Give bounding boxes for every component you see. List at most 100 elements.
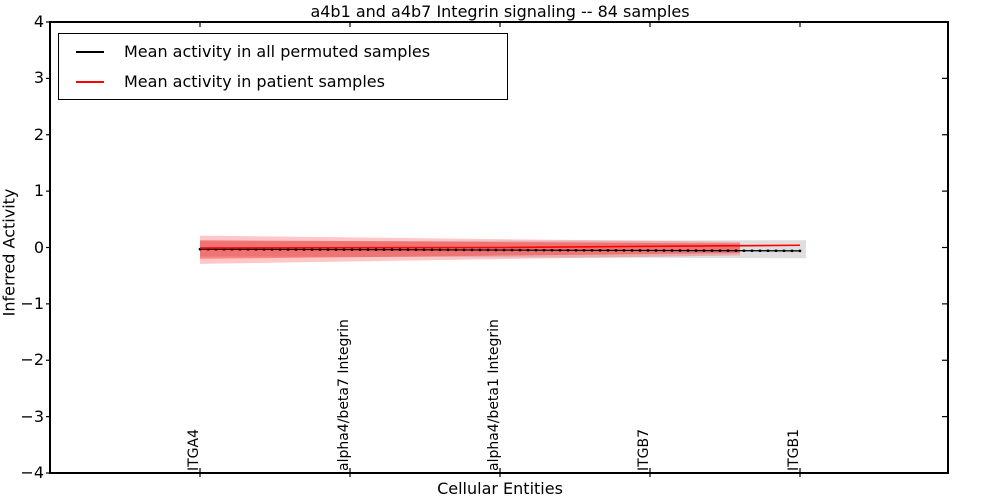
- mean-permuted-marker: [262, 248, 266, 251]
- y-tick-label-1: 1: [33, 181, 44, 201]
- mean-permuted-marker: [630, 249, 634, 252]
- mean-permuted-marker: [702, 249, 706, 252]
- x-tick-label-4: ITGB7: [636, 428, 652, 471]
- mean-permuted-marker: [686, 249, 690, 252]
- legend-entry-patient: Mean activity in patient samples: [59, 71, 507, 93]
- mean-patient-line: [199, 244, 801, 249]
- mean-permuted-marker: [638, 249, 642, 252]
- mean-permuted-marker: [518, 248, 522, 252]
- mean-permuted-marker: [582, 249, 586, 252]
- mean-permuted-marker: [790, 249, 794, 253]
- legend-line-patient-icon: [76, 80, 104, 83]
- mean-permuted-marker: [270, 248, 274, 251]
- mean-permuted-marker: [230, 248, 234, 251]
- mean-permuted-marker: [502, 248, 506, 252]
- mean-permuted-marker: [726, 249, 730, 252]
- mean-permuted-marker: [406, 248, 410, 251]
- x-tick-label-5: ITGB1: [786, 428, 802, 471]
- mean-permuted-marker: [734, 249, 738, 252]
- mean-permuted-marker: [798, 249, 802, 253]
- mean-permuted-marker: [742, 249, 746, 252]
- mean-permuted-marker: [670, 249, 674, 252]
- x-tick-label-2: alpha4/beta7 Integrin: [336, 319, 352, 471]
- mean-permuted-marker: [462, 248, 466, 252]
- legend: Mean activity in all permuted samples Me…: [58, 33, 508, 100]
- y-tick-label--4: −4: [20, 463, 44, 482]
- y-tick-label-3: 3: [33, 68, 44, 88]
- mean-permuted-marker: [542, 248, 546, 252]
- mean-permuted-marker: [662, 249, 666, 252]
- mean-permuted-marker: [614, 249, 618, 252]
- mean-permuted-marker: [558, 249, 562, 252]
- mean-permuted-marker: [598, 249, 602, 252]
- mean-permuted-marker: [566, 249, 570, 252]
- legend-label-patient: Mean activity in patient samples: [124, 71, 385, 91]
- x-axis-label: Cellular Entities: [437, 479, 563, 498]
- mean-permuted-marker: [470, 248, 474, 252]
- x-tick-label-3: alpha4/beta1 Integrin: [486, 319, 502, 471]
- mean-permuted-marker: [750, 249, 754, 252]
- mean-permuted-marker: [678, 249, 682, 252]
- mean-permuted-marker: [318, 248, 322, 251]
- mean-permuted-marker: [310, 248, 314, 251]
- mean-permuted-marker: [622, 249, 626, 252]
- mean-permuted-marker: [574, 249, 578, 252]
- mean-permuted-marker: [710, 249, 714, 252]
- mean-permuted-marker: [302, 248, 306, 251]
- mean-permuted-marker: [494, 248, 498, 252]
- mean-permuted-marker: [478, 248, 482, 252]
- legend-entry-permuted: Mean activity in all permuted samples: [59, 41, 507, 63]
- mean-permuted-marker: [454, 248, 458, 252]
- mean-permuted-marker: [254, 248, 258, 251]
- mean-permuted-marker: [526, 248, 530, 252]
- mean-permuted-marker: [278, 248, 282, 251]
- mean-permuted-marker: [334, 248, 338, 251]
- y-tick-label--1: −1: [20, 293, 44, 313]
- mean-permuted-marker: [342, 248, 346, 251]
- mean-permuted-marker: [694, 249, 698, 252]
- mean-permuted-marker: [550, 248, 554, 252]
- mean-permuted-marker: [486, 248, 490, 252]
- y-tick-label-0: 0: [33, 237, 44, 257]
- mean-permuted-marker: [422, 248, 426, 252]
- mean-permuted-marker: [246, 248, 250, 251]
- mean-permuted-marker: [430, 248, 434, 252]
- mean-permuted-line: [199, 248, 801, 252]
- mean-permuted-marker: [398, 248, 402, 251]
- mean-permuted-marker: [534, 248, 538, 252]
- mean-permuted-marker: [358, 248, 362, 251]
- mean-permuted-marker: [374, 248, 378, 251]
- mean-permuted-marker: [382, 248, 386, 251]
- mean-permuted-marker: [606, 249, 610, 252]
- mean-permuted-marker: [782, 249, 786, 253]
- y-tick-label-2: 2: [33, 124, 44, 144]
- mean-permuted-marker: [438, 248, 442, 252]
- mean-permuted-marker: [366, 248, 370, 251]
- mean-permuted-marker: [206, 248, 210, 251]
- legend-line-permuted-icon: [76, 50, 104, 53]
- mean-permuted-marker: [350, 248, 354, 251]
- mean-permuted-marker: [198, 247, 202, 251]
- mean-permuted-marker: [414, 248, 418, 252]
- mean-permuted-marker: [758, 249, 762, 252]
- mean-permuted-marker: [654, 249, 658, 252]
- mean-permuted-marker: [766, 249, 770, 252]
- mean-permuted-marker: [646, 249, 650, 252]
- y-tick-label--3: −3: [20, 406, 44, 426]
- mean-permuted-marker: [222, 248, 226, 251]
- x-tick-label-1: ITGA4: [186, 428, 202, 471]
- legend-label-permuted: Mean activity in all permuted samples: [124, 41, 431, 61]
- mean-permuted-marker: [590, 249, 594, 252]
- mean-permuted-marker: [718, 249, 722, 252]
- mean-permuted-marker: [510, 248, 514, 252]
- mean-permuted-marker: [326, 248, 330, 251]
- chart-title: a4b1 and a4b7 Integrin signaling -- 84 s…: [310, 2, 690, 21]
- y-tick-label-4: 4: [33, 12, 44, 31]
- mean-permuted-marker: [286, 248, 290, 251]
- y-tick-label--2: −2: [20, 350, 44, 370]
- mean-permuted-marker: [390, 248, 394, 251]
- mean-permuted-marker: [446, 248, 450, 252]
- mean-permuted-marker: [214, 248, 218, 251]
